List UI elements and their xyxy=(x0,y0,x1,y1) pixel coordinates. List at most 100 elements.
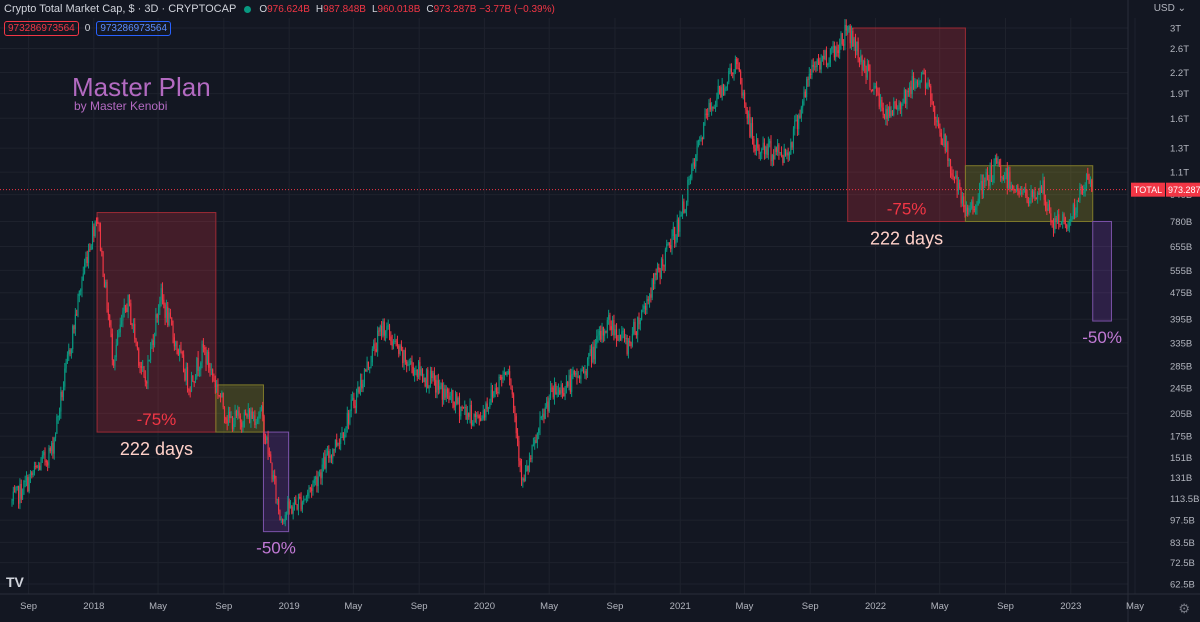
y-tick-label: 1.1T xyxy=(1170,168,1189,179)
candle xyxy=(53,438,55,454)
y-tick-label: 151B xyxy=(1170,453,1192,464)
candle xyxy=(847,29,849,31)
candle xyxy=(629,340,631,343)
candle xyxy=(258,416,260,418)
candle xyxy=(1075,212,1077,216)
annotation-box-range[interactable] xyxy=(215,384,264,433)
candle xyxy=(534,440,536,445)
candle xyxy=(336,439,338,446)
candle xyxy=(586,358,589,376)
candle xyxy=(436,380,438,393)
ohlc-low: L960.018B xyxy=(371,3,421,15)
candle xyxy=(164,304,166,318)
candle xyxy=(957,182,959,192)
candle xyxy=(97,222,99,224)
candle xyxy=(1027,202,1029,204)
candle xyxy=(583,370,585,374)
candle xyxy=(1054,218,1056,230)
annotation-box-drop[interactable] xyxy=(847,27,966,222)
candle xyxy=(205,349,207,364)
last-value-tag[interactable] xyxy=(1166,182,1200,197)
y-tick-label: 655B xyxy=(1170,242,1192,253)
candle xyxy=(188,389,190,391)
candle xyxy=(510,380,512,389)
candle xyxy=(788,154,791,156)
candle xyxy=(773,155,775,160)
market-status-icon xyxy=(244,5,252,13)
candle xyxy=(227,411,230,424)
candle xyxy=(857,41,859,59)
candle xyxy=(1030,190,1032,201)
candle xyxy=(292,506,294,514)
candle xyxy=(749,113,751,137)
candle xyxy=(647,299,649,301)
candle xyxy=(288,501,290,509)
candle xyxy=(470,404,472,426)
candle xyxy=(337,443,339,446)
candle xyxy=(717,85,719,99)
settings-gear-icon[interactable]: ⚙ xyxy=(1178,601,1190,616)
annotation-box-half[interactable] xyxy=(1092,220,1112,322)
candle xyxy=(911,76,913,95)
candle xyxy=(695,155,697,167)
candle xyxy=(934,105,936,120)
candle xyxy=(454,393,457,408)
candle xyxy=(202,343,204,348)
candle xyxy=(751,123,754,139)
candle xyxy=(775,147,777,152)
candle xyxy=(527,465,529,471)
candle xyxy=(81,280,83,291)
candle xyxy=(526,465,528,472)
candle xyxy=(117,333,119,345)
tradingview-logo-icon[interactable]: TV xyxy=(6,574,24,590)
candle xyxy=(619,334,622,340)
candle xyxy=(968,211,970,215)
symbol-title[interactable]: Crypto Total Market Cap, $ · 3D · CRYPTO… xyxy=(4,3,237,15)
candle xyxy=(237,410,239,416)
candle xyxy=(101,250,103,252)
candle xyxy=(308,487,310,493)
candle xyxy=(804,91,806,97)
candle xyxy=(411,360,413,367)
candle xyxy=(1046,208,1048,211)
candle xyxy=(22,494,24,500)
candle xyxy=(926,83,928,88)
currency-selector[interactable]: USD ⌄ xyxy=(1153,3,1186,14)
candle xyxy=(1060,221,1062,225)
candle xyxy=(816,59,818,67)
candle xyxy=(1023,189,1025,191)
candle xyxy=(233,424,235,430)
candle xyxy=(499,376,501,378)
candle xyxy=(507,371,509,375)
x-tick-label: May xyxy=(735,601,753,612)
candle xyxy=(1013,188,1015,190)
candle xyxy=(1067,227,1069,230)
candle xyxy=(319,472,321,477)
candle xyxy=(843,44,845,46)
candle xyxy=(349,411,351,424)
candle xyxy=(234,411,236,425)
candle xyxy=(980,180,982,184)
candle xyxy=(572,371,574,374)
candle xyxy=(183,354,185,372)
candle xyxy=(163,299,165,305)
candle xyxy=(895,103,897,110)
candle xyxy=(622,330,624,332)
x-tick-label: May xyxy=(931,601,949,612)
candle xyxy=(605,330,607,333)
candle xyxy=(204,347,206,350)
candle xyxy=(262,405,264,417)
candle xyxy=(222,392,224,408)
candle xyxy=(728,70,730,83)
candle xyxy=(88,249,90,263)
candle xyxy=(328,451,330,459)
candle xyxy=(238,410,240,416)
symbol-name-tag[interactable] xyxy=(1131,182,1165,197)
candle xyxy=(31,472,33,476)
candle xyxy=(345,428,347,435)
annotation-box-drop[interactable] xyxy=(96,212,217,433)
candle xyxy=(466,412,468,420)
sell-price-badge[interactable]: 973286973564 xyxy=(4,21,79,36)
buy-price-badge[interactable]: 973286973564 xyxy=(96,21,172,36)
